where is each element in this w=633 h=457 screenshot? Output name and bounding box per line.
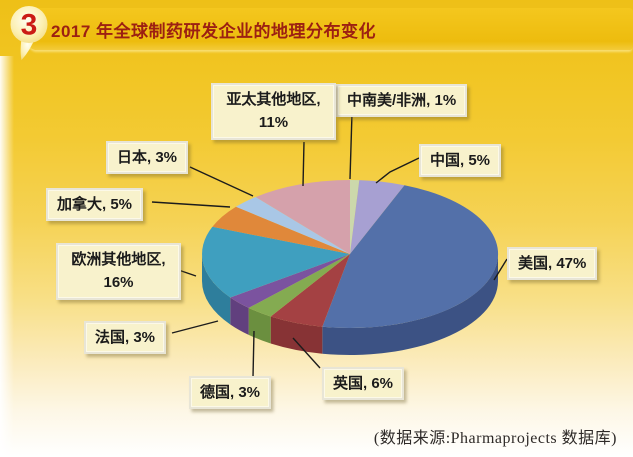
- callout-canada: 加拿大, 5%: [46, 188, 144, 222]
- callout-uk: 英国, 6%: [322, 367, 405, 401]
- leader-line-other-apac: [302, 141, 305, 187]
- callout-china: 中国, 5%: [419, 144, 502, 178]
- number-badge: 3: [10, 6, 48, 60]
- pie-slice-other-apac: [255, 180, 350, 254]
- callout-usa: 美国, 47%: [507, 247, 598, 281]
- badge-circle: [10, 6, 48, 43]
- title-banner: 2017 年全球制药研发企业的地理分布变化: [27, 8, 633, 50]
- pie-slice-france: [230, 254, 350, 308]
- pie-slice-japan: [236, 197, 350, 254]
- pie-slice-latam-africa: [350, 179, 360, 254]
- pie-slice-other-europe: [202, 226, 350, 298]
- pie-wall-uk: [270, 316, 323, 354]
- callout-france: 法国, 3%: [84, 321, 167, 355]
- callout-latam-africa: 中南美/非洲, 1%: [336, 84, 468, 118]
- pie-slice-uk: [270, 254, 350, 327]
- source-note: (数据来源:Pharmaprojects 数据库): [373, 430, 617, 447]
- leader-line-latam-africa: [349, 112, 353, 180]
- leader-line-china: [375, 157, 420, 184]
- pie-wall-other-europe: [202, 254, 231, 325]
- leader-line-uk: [292, 337, 321, 369]
- pie-slice-usa: [322, 185, 499, 329]
- pie-tops: [202, 179, 499, 329]
- pie-wall-usa: [322, 254, 499, 356]
- leader-line-germany: [252, 330, 255, 378]
- callout-other-apac: 亚太其他地区, 11%: [211, 83, 336, 140]
- pie-slice-germany: [248, 254, 350, 317]
- callout-other-europe: 欧洲其他地区, 16%: [56, 243, 181, 300]
- pie-slice-canada: [212, 206, 350, 254]
- pie-slice-china: [350, 180, 405, 254]
- callout-germany: 德国, 3%: [189, 376, 272, 410]
- callout-japan: 日本, 3%: [106, 141, 189, 175]
- chart-title: 2017 年全球制药研发企业的地理分布变化: [51, 21, 377, 41]
- badge-number: 3: [21, 9, 38, 42]
- pie-wall-france: [230, 297, 249, 335]
- leader-line-japan: [189, 166, 254, 197]
- leader-line-canada: [151, 201, 231, 208]
- leader-line-usa: [493, 258, 508, 281]
- leader-lines: [151, 112, 508, 378]
- leader-line-france: [171, 320, 219, 334]
